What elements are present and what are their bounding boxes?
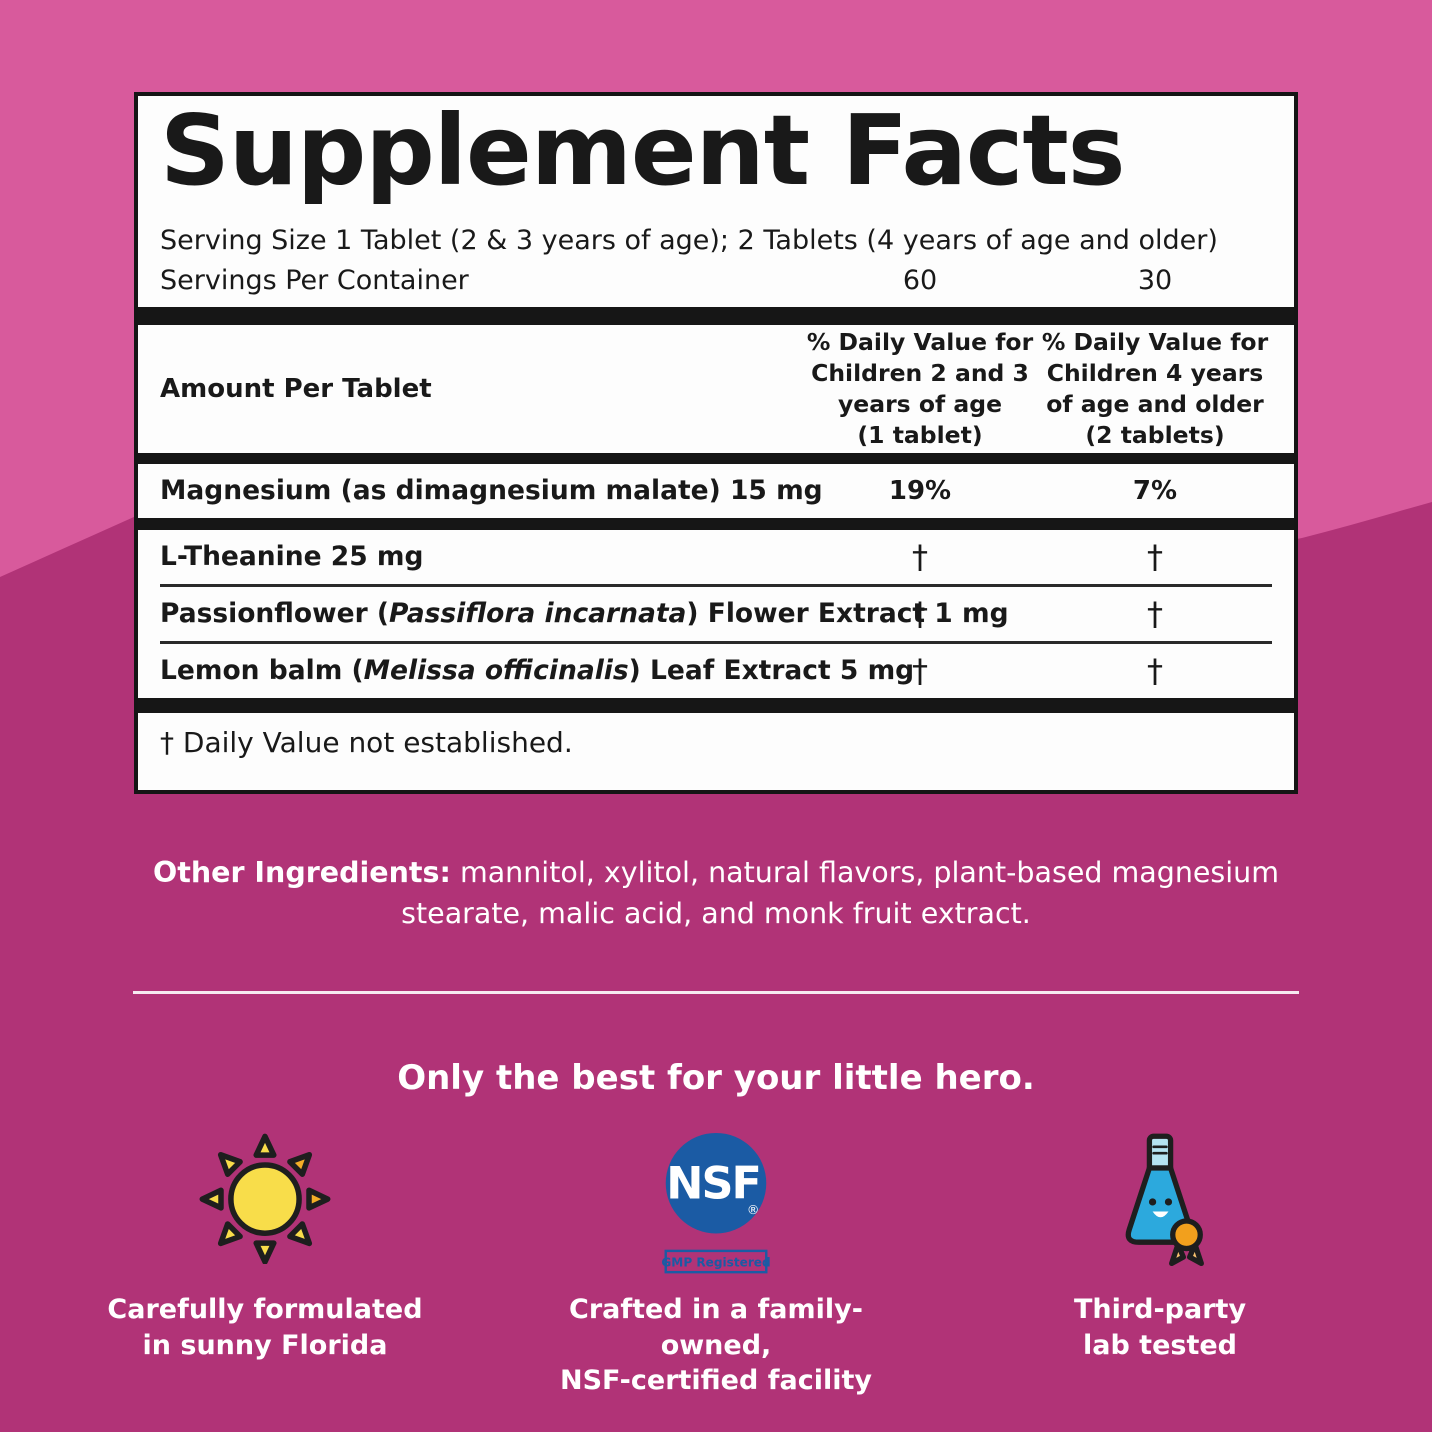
nutrient-rows: Magnesium (as dimagnesium malate) 15 mg 1…: [138, 464, 1294, 713]
nsf-badge-icon: NSF ® GMP Registered: [661, 1132, 771, 1274]
daily-value-4-older: †: [1147, 594, 1163, 633]
table-rule-heavy: [138, 306, 1294, 325]
other-ingredients-text: Other Ingredients: mannitol, xylitol, na…: [136, 852, 1296, 935]
daily-value-footnote: † Daily Value not established.: [160, 725, 573, 759]
nutrient-row: Lemon balm (Melissa officinalis) Leaf Ex…: [160, 644, 1272, 698]
row-separator: [138, 697, 1294, 713]
daily-value-2-3-header: % Daily Value for Children 2 and 3 years…: [806, 327, 1034, 449]
daily-value-2-3: †: [912, 594, 928, 633]
row-separator: [160, 640, 1272, 644]
servings-value-2-tablets: 30: [1137, 264, 1173, 296]
feature-nsf-certified: NSF ® GMP Registered Crafted in a family…: [556, 1132, 876, 1399]
daily-value-4-older: 7%: [1132, 475, 1178, 506]
nutrient-row: Passionflower (Passiflora incarnata) Flo…: [160, 587, 1272, 641]
supplement-facts-panel: Supplement Facts Serving Size 1 Tablet (…: [134, 92, 1298, 794]
daily-value-4-older: †: [1147, 537, 1163, 576]
row-separator: [138, 517, 1294, 530]
table-header-row: Amount Per Tablet % Daily Value for Chil…: [160, 325, 1272, 453]
feature-caption-nsf: Crafted in a family-owned, NSF-certified…: [560, 1294, 872, 1397]
daily-value-2-3: 19%: [888, 475, 952, 506]
nsf-registered-mark: ®: [747, 1202, 760, 1217]
feature-caption-lab-tested: Third-party lab tested: [1073, 1294, 1247, 1361]
nsf-badge-text: NSF: [666, 1159, 760, 1210]
daily-value-2-3: †: [912, 651, 928, 690]
servings-per-container-label: Servings Per Container: [160, 264, 469, 296]
nutrient-name: Passionflower (Passiflora incarnata) Flo…: [160, 598, 1009, 630]
amount-per-tablet-header: Amount Per Tablet: [160, 373, 432, 404]
daily-value-4-older: †: [1147, 651, 1163, 690]
servings-per-container-row: Servings Per Container 60 30: [160, 265, 1272, 299]
lab-flask-icon: [1125, 1133, 1204, 1267]
nutrient-name: L-Theanine 25 mg: [160, 541, 424, 573]
feature-caption-sunny-florida: Carefully formulated in sunny Florida: [107, 1294, 423, 1361]
other-ingredients-list: mannitol, xylitol, natural flavors, plan…: [401, 856, 1280, 931]
serving-size-text: Serving Size 1 Tablet (2 & 3 years of ag…: [160, 224, 1218, 256]
row-separator: [160, 583, 1272, 587]
servings-value-1-tablet: 60: [902, 264, 938, 296]
feature-lab-tested: Third-party lab tested: [1000, 1132, 1320, 1363]
section-divider: [133, 991, 1299, 994]
hero-heading: Only the best for your little hero.: [397, 1058, 1035, 1098]
nutrient-row: L-Theanine 25 mg † †: [160, 530, 1272, 584]
other-ingredients-label: Other Ingredients:: [152, 856, 451, 889]
table-rule-medium: [138, 452, 1294, 464]
sun-icon: [199, 1133, 331, 1264]
daily-value-4-older-header: % Daily Value for Children 4 years of ag…: [1041, 327, 1269, 449]
gmp-registered-text: GMP Registered: [661, 1255, 770, 1269]
nutrient-name: Magnesium (as dimagnesium malate) 15 mg: [160, 475, 823, 507]
nutrient-row: Magnesium (as dimagnesium malate) 15 mg 1…: [160, 464, 1272, 518]
daily-value-2-3: †: [912, 537, 928, 576]
supplement-facts-title: Supplement Facts: [160, 94, 1126, 207]
feature-sunny-florida: Carefully formulated in sunny Florida: [100, 1132, 430, 1363]
nutrient-name: Lemon balm (Melissa officinalis) Leaf Ex…: [160, 655, 915, 687]
